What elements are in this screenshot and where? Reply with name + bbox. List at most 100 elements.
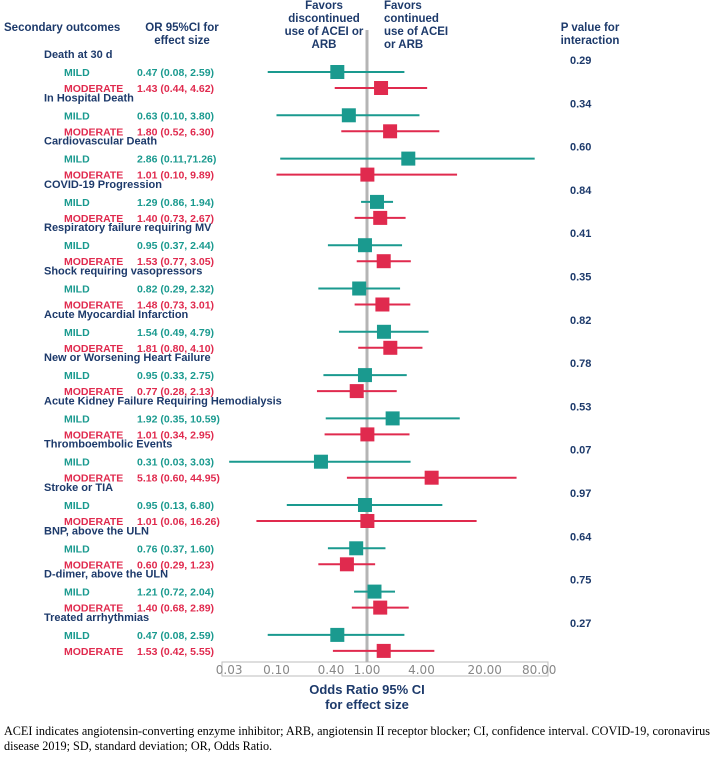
subgroup-label: MILD xyxy=(64,327,90,339)
subgroup-label: MILD xyxy=(64,543,90,555)
subgroup-label: MODERATE xyxy=(64,213,123,225)
x-tick-label: 0.03 xyxy=(216,663,243,677)
or-ci-value: 1.29 (0.86, 1.94) xyxy=(137,197,214,209)
subgroup-label: MODERATE xyxy=(64,256,123,268)
or-ci-value: 1.54 (0.49, 4.79) xyxy=(137,327,214,339)
subgroup-label: MODERATE xyxy=(64,559,123,571)
or-ci-value: 1.21 (0.72, 2.04) xyxy=(137,587,214,599)
subgroup-label: MODERATE xyxy=(64,603,123,615)
or-marker xyxy=(401,151,416,166)
p-value: 0.35 xyxy=(570,272,591,284)
p-value: 0.75 xyxy=(570,575,591,587)
p-value: 0.84 xyxy=(570,185,592,197)
or-ci-value: 0.47 (0.08, 2.59) xyxy=(137,630,214,642)
subgroup-label: MILD xyxy=(64,154,90,166)
subgroup-label: MILD xyxy=(64,67,90,79)
p-value: 0.41 xyxy=(570,228,591,240)
x-axis-box xyxy=(221,661,549,677)
or-ci-value: 1.80 (0.52, 6.30) xyxy=(137,126,214,138)
outcome-title: Acute Myocardial Infarction xyxy=(44,309,189,321)
p-value: 0.97 xyxy=(570,488,591,500)
header-favors-discontinued: Favors discontinued use of ACEI or ARB xyxy=(284,0,364,51)
or-ci-value: 1.53 (0.42, 5.55) xyxy=(137,646,214,658)
outcome-title: Death at 30 d xyxy=(44,49,112,61)
or-marker xyxy=(383,340,398,355)
header-p-value: P value for interaction xyxy=(560,22,620,47)
x-tick-label: 0.40 xyxy=(318,663,345,677)
p-value: 0.29 xyxy=(570,55,591,67)
p-value: 0.64 xyxy=(570,531,592,543)
subgroup-label: MILD xyxy=(64,500,90,512)
or-ci-value: 1.81 (0.80, 4.10) xyxy=(137,343,214,355)
subgroup-label: MODERATE xyxy=(64,300,123,312)
or-ci-value: 0.31 (0.03, 3.03) xyxy=(137,457,214,469)
or-ci-value: 1.48 (0.73, 3.01) xyxy=(137,300,214,312)
x-tick-label: 20.00 xyxy=(468,663,502,677)
or-marker xyxy=(424,470,439,485)
subgroup-label: MODERATE xyxy=(64,473,123,485)
subgroup-label: MODERATE xyxy=(64,516,123,528)
outcome-title: D-dimer, above the ULN xyxy=(44,569,168,581)
or-marker xyxy=(370,194,385,209)
or-marker xyxy=(375,297,390,312)
subgroup-label: MILD xyxy=(64,240,90,252)
p-value: 0.34 xyxy=(570,98,592,110)
subgroup-label: MODERATE xyxy=(64,646,123,658)
p-value: 0.60 xyxy=(570,142,591,154)
or-marker xyxy=(367,584,382,599)
subgroup-label: MODERATE xyxy=(64,386,123,398)
or-marker xyxy=(341,108,356,123)
p-value: 0.78 xyxy=(570,358,591,370)
or-ci-value: 1.43 (0.44, 4.62) xyxy=(137,83,214,95)
or-ci-value: 1.01 (0.06, 16.26) xyxy=(137,516,220,528)
subgroup-label: MILD xyxy=(64,630,90,642)
or-marker xyxy=(339,557,354,572)
or-marker xyxy=(357,498,372,512)
or-ci-value: 0.95 (0.33, 2.75) xyxy=(137,370,214,382)
header-favors-continued: Favors continued use of ACEI or ARB xyxy=(384,0,449,51)
or-marker xyxy=(330,65,345,79)
outcome-title: Cardiovascular Death xyxy=(44,136,157,148)
subgroup-label: MODERATE xyxy=(64,429,123,441)
or-ci-value: 1.92 (0.35, 10.59) xyxy=(137,413,220,425)
or-ci-value: 1.01 (0.34, 2.95) xyxy=(137,429,214,441)
or-marker xyxy=(383,124,398,139)
outcome-title: Treated arrhythmias xyxy=(44,612,149,624)
header-or-ci: OR 95%CI for effect size xyxy=(145,22,219,47)
p-value: 0.82 xyxy=(570,315,591,327)
outcome-title: BNP, above the ULN xyxy=(44,525,149,537)
x-tick-label: 80.00 xyxy=(522,663,556,677)
or-ci-value: 0.47 (0.08, 2.59) xyxy=(137,67,214,79)
or-ci-value: 1.40 (0.68, 2.89) xyxy=(137,603,214,615)
x-tick-label: 1.00 xyxy=(354,663,381,677)
or-ci-value: 0.77 (0.28, 2.13) xyxy=(137,386,214,398)
subgroup-label: MODERATE xyxy=(64,170,123,182)
x-tick-label: 0.10 xyxy=(263,663,290,677)
outcome-title: Shock requiring vasopressors xyxy=(44,266,202,278)
or-marker xyxy=(376,254,391,269)
x-axis-label-line2: for effect size xyxy=(325,697,409,712)
or-marker xyxy=(376,643,391,658)
subgroup-label: MILD xyxy=(64,284,90,296)
p-value: 0.53 xyxy=(570,401,591,413)
or-marker xyxy=(352,281,367,296)
or-ci-value: 0.60 (0.29, 1.23) xyxy=(137,559,214,571)
subgroup-label: MILD xyxy=(64,587,90,599)
or-ci-value: 2.86 (0.11,71.26) xyxy=(137,154,216,166)
or-ci-value: 0.82 (0.29, 2.32) xyxy=(137,284,214,296)
subgroup-label: MODERATE xyxy=(64,343,123,355)
outcome-title: Respiratory failure requiring MV xyxy=(44,222,212,234)
subgroup-label: MILD xyxy=(64,197,90,209)
outcome-title: New or Worsening Heart Failure xyxy=(44,352,211,364)
or-marker xyxy=(360,167,375,182)
or-marker xyxy=(376,324,391,339)
figure-caption: ACEI indicates angiotensin-converting en… xyxy=(4,724,710,753)
or-marker xyxy=(349,384,364,399)
subgroup-label: MODERATE xyxy=(64,126,123,138)
or-ci-value: 0.95 (0.37, 2.44) xyxy=(137,240,214,252)
outcome-title: Thromboembolic Events xyxy=(44,439,172,451)
x-axis-label: Odds Ratio 95% CI xyxy=(309,682,425,697)
or-ci-value: 1.53 (0.77, 3.05) xyxy=(137,256,214,268)
p-value: 0.27 xyxy=(570,618,591,630)
